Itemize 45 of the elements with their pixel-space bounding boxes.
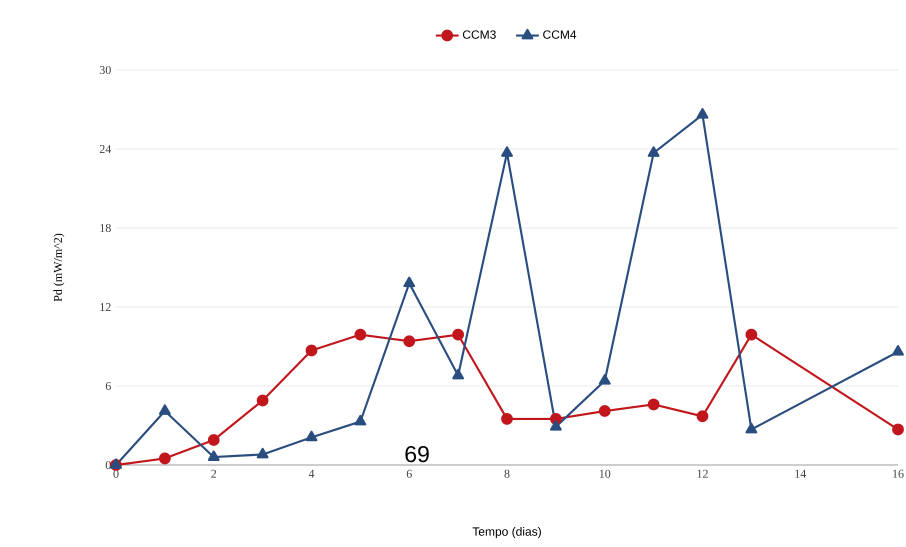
point — [550, 420, 562, 431]
point — [598, 374, 611, 385]
point — [696, 410, 708, 422]
y-tick-label: 6 — [106, 382, 111, 390]
point — [306, 430, 318, 442]
x-tick-label: 2 — [211, 470, 216, 478]
point — [892, 424, 904, 436]
x-tick-label: 14 — [795, 470, 806, 478]
point — [306, 344, 318, 356]
point — [452, 328, 464, 341]
point — [452, 368, 464, 380]
x-axis-title: Tempo (dias) — [472, 526, 541, 538]
y-tick-label: 12 — [100, 303, 111, 311]
x-tick-label: 6 — [406, 470, 412, 478]
y-tick-label: 18 — [100, 224, 111, 232]
point — [501, 146, 513, 157]
y-tick-label: 30 — [100, 66, 111, 74]
x-tick-label: 16 — [893, 470, 904, 478]
y-tick-label: 24 — [100, 145, 112, 153]
point — [256, 448, 269, 458]
point — [648, 398, 660, 410]
annotation: 69 — [405, 446, 429, 462]
point — [598, 405, 611, 417]
x-tick-label: 10 — [600, 470, 610, 478]
legend-label: CCM4 — [543, 30, 576, 39]
point — [696, 108, 708, 119]
point — [746, 328, 758, 341]
point — [354, 328, 366, 341]
x-tick-label: 12 — [698, 470, 708, 478]
x-tick-label: 8 — [504, 470, 510, 478]
point — [403, 335, 416, 348]
point — [256, 394, 268, 406]
point — [892, 345, 904, 356]
point — [158, 404, 171, 415]
point — [159, 452, 171, 464]
point — [501, 413, 513, 425]
point — [354, 414, 366, 426]
point — [648, 146, 660, 157]
point — [208, 434, 220, 446]
point — [403, 276, 416, 288]
y-axis-title: Pd (mW/m^2) — [54, 234, 64, 302]
point — [745, 422, 758, 434]
x-tick-label: 4 — [308, 470, 314, 478]
legend-label: CCM3 — [462, 30, 496, 39]
point — [208, 450, 220, 461]
